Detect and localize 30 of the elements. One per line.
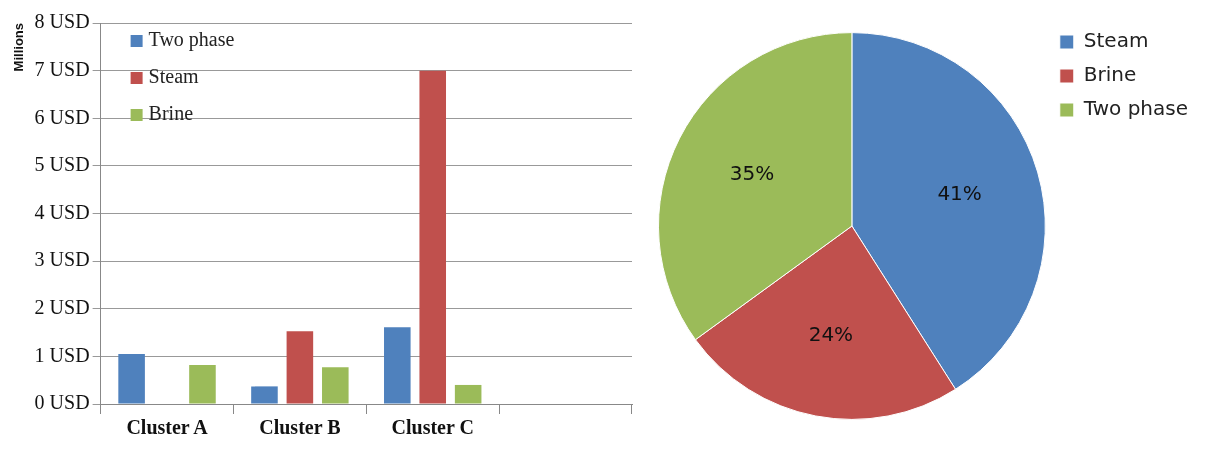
bar	[454, 384, 482, 404]
bar	[384, 327, 411, 404]
y-tick-label: 2 USD	[34, 296, 90, 318]
legend-label: Steam	[1083, 28, 1149, 53]
legend-label: Brine	[1083, 62, 1137, 87]
legend-label: Steam	[148, 65, 200, 88]
y-tick-label: 6 USD	[34, 105, 90, 128]
legend-label: Two phase	[1082, 96, 1189, 121]
x-tick-label: Cluster C	[391, 416, 474, 439]
y-tick-label: 1 USD	[34, 343, 90, 366]
y-tick-label: 7 USD	[34, 57, 90, 80]
y-axis-title: Millions	[11, 23, 27, 72]
y-tick-label: 3 USD	[34, 248, 90, 271]
data-label: 41%	[937, 180, 982, 205]
data-label: 24%	[808, 322, 854, 347]
bar	[322, 367, 349, 404]
y-tick-label: 0 USD	[34, 391, 90, 414]
legend-label: Brine	[148, 102, 194, 125]
legend-label: Two phase	[148, 28, 235, 52]
y-tick-label: 5 USD	[34, 153, 90, 176]
y-tick-label: 8 USD	[34, 10, 90, 33]
data-label: 35%	[729, 161, 775, 186]
bar	[251, 386, 278, 404]
bar	[419, 70, 447, 404]
bar	[118, 353, 145, 404]
y-tick-label: 4 USD	[34, 200, 90, 223]
bar	[189, 364, 216, 404]
bar	[286, 331, 314, 404]
x-tick-label: Cluster B	[259, 416, 341, 439]
x-tick-label: Cluster A	[126, 416, 209, 439]
